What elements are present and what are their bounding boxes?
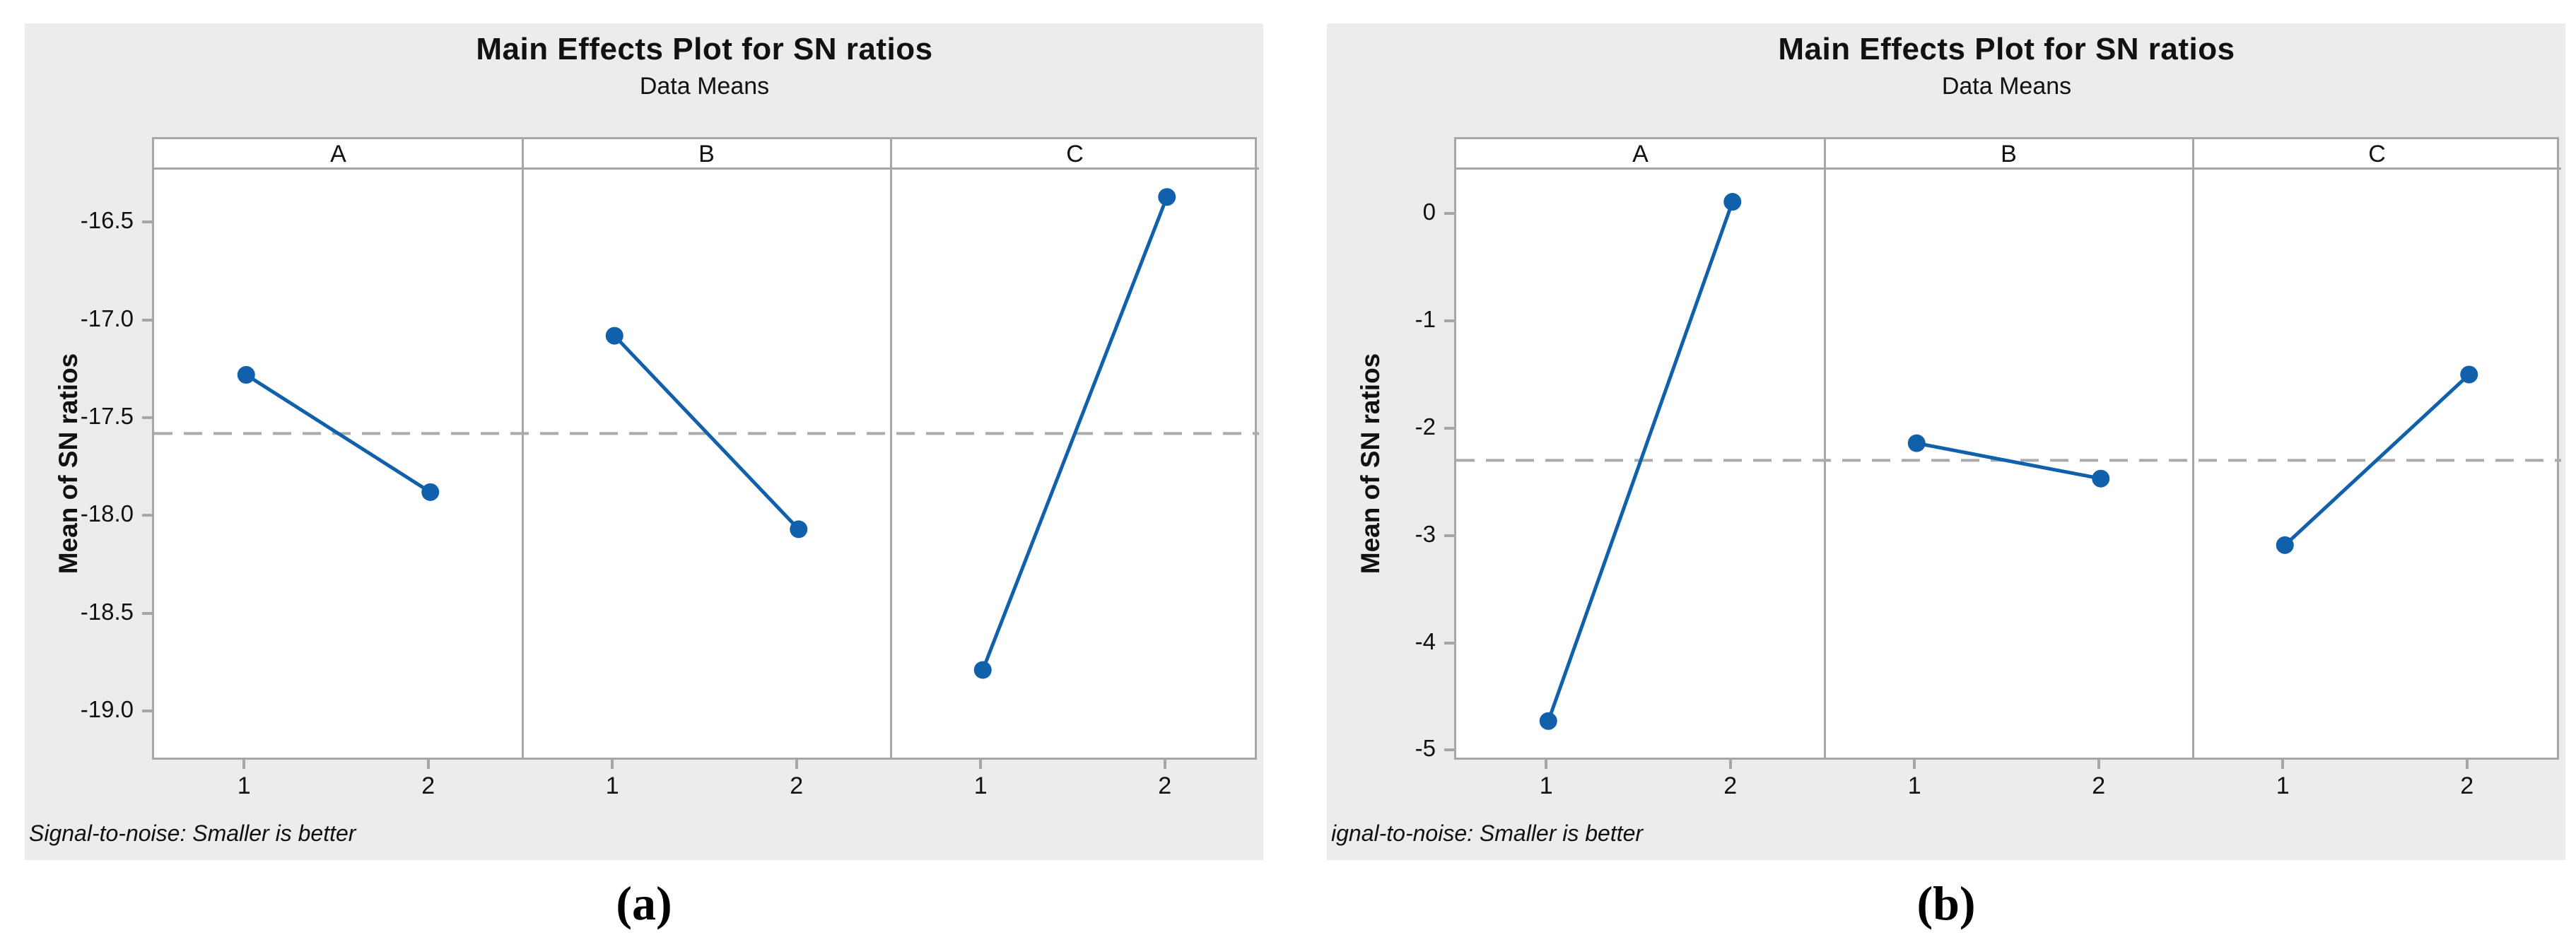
figure-b: Main Effects Plot for SN ratios Data Mea…	[1327, 23, 2565, 947]
figure-caption: (a)	[616, 876, 672, 930]
data-point-b2	[2092, 469, 2110, 488]
panel-header-c: C	[891, 139, 1259, 170]
panel-separator	[890, 139, 892, 758]
y-tick-mark	[1444, 534, 1454, 537]
y-tick-mark	[1444, 426, 1454, 430]
data-point-c2	[1158, 188, 1176, 206]
x-tick-mark	[1163, 760, 1166, 769]
y-tick-mark	[142, 416, 152, 419]
y-tick-label: -3	[1415, 520, 1436, 547]
y-tick-label: -4	[1415, 628, 1436, 654]
data-point-a1	[237, 365, 255, 384]
y-tick-label: -17.0	[80, 305, 134, 331]
y-tick-mark	[1444, 748, 1454, 752]
x-tick-mark	[795, 760, 798, 769]
x-tick-label: 1	[237, 772, 251, 799]
x-tick-label: 2	[1723, 772, 1738, 799]
y-tick-mark	[1444, 319, 1454, 323]
y-tick-mark	[142, 709, 152, 712]
series-line-b	[1916, 441, 2102, 481]
series-line-a	[245, 373, 432, 494]
x-tick-mark	[1545, 760, 1548, 769]
y-tick-label: -17.5	[80, 403, 134, 429]
chart-subtitle: Data Means	[639, 73, 770, 100]
x-tick-mark	[979, 760, 983, 769]
x-tick-mark	[2281, 760, 2285, 769]
x-tick-label: 1	[973, 772, 988, 799]
y-tick-mark	[142, 514, 152, 517]
x-tick-label: 1	[1907, 772, 1921, 799]
figure-a: Main Effects Plot for SN ratios Data Mea…	[25, 23, 1263, 947]
y-tick-label: -2	[1415, 413, 1436, 440]
x-tick-mark	[2097, 760, 2100, 769]
panel-header-b: B	[1825, 139, 2193, 170]
x-tick-label: 1	[1539, 772, 1553, 799]
data-point-c2	[2460, 365, 2478, 384]
y-tick-label: 0	[1422, 199, 1436, 225]
data-point-a2	[1723, 193, 1742, 211]
panel-separator	[2192, 139, 2194, 758]
x-tick-label: 1	[2276, 772, 2290, 799]
series-line-c	[980, 196, 1169, 671]
x-tick-mark	[426, 760, 430, 769]
x-tick-label: 1	[605, 772, 619, 799]
data-point-b1	[1907, 434, 1926, 452]
chart-title: Main Effects Plot for SN ratios	[1778, 32, 2235, 66]
chart-title: Main Effects Plot for SN ratios	[476, 32, 933, 66]
data-point-a2	[421, 483, 440, 501]
series-line-c	[2283, 373, 2471, 547]
panel-separator	[522, 139, 524, 758]
x-tick-mark	[1913, 760, 1916, 769]
panel-header-a: A	[1456, 139, 1825, 170]
x-tick-label: 2	[790, 772, 804, 799]
figure-caption: (b)	[1916, 876, 1976, 930]
y-tick-label: -5	[1415, 735, 1436, 762]
y-tick-label: -18.0	[80, 500, 134, 527]
x-tick-mark	[2465, 760, 2469, 769]
x-tick-label: 2	[2092, 772, 2106, 799]
data-point-b1	[605, 327, 623, 345]
plot-canvas	[1456, 193, 2561, 730]
series-line-a	[1546, 201, 1735, 722]
x-tick-label: 2	[2460, 772, 2474, 799]
y-tick-mark	[1444, 641, 1454, 645]
chart-area: Main Effects Plot for SN ratios Data Mea…	[1327, 23, 2565, 860]
x-tick-label: 2	[1158, 772, 1172, 799]
y-tick-mark	[142, 611, 152, 615]
data-point-a1	[1539, 712, 1557, 730]
y-tick-mark	[1444, 212, 1454, 216]
panel-separator	[1824, 139, 1826, 758]
x-tick-mark	[242, 760, 246, 769]
x-tick-label: 2	[421, 772, 435, 799]
data-point-b2	[790, 520, 808, 539]
panel-header-b: B	[522, 139, 891, 170]
y-tick-label: -16.5	[80, 207, 134, 234]
x-tick-mark	[611, 760, 614, 769]
panel-header-a: A	[154, 139, 522, 170]
data-point-c1	[973, 661, 992, 679]
chart-footnote: ignal-to-noise: Smaller is better	[1331, 820, 1644, 846]
y-tick-label: -1	[1415, 306, 1436, 333]
x-tick-mark	[1728, 760, 1732, 769]
series-line-b	[613, 334, 800, 531]
chart-area: Main Effects Plot for SN ratios Data Mea…	[25, 23, 1263, 860]
y-tick-mark	[142, 220, 152, 224]
y-tick-label: -18.5	[80, 598, 134, 625]
y-tick-mark	[142, 318, 152, 322]
data-point-c1	[2276, 536, 2294, 554]
chart-subtitle: Data Means	[1941, 73, 2072, 100]
panel-header-c: C	[2193, 139, 2561, 170]
y-tick-label: -19.0	[80, 695, 134, 722]
chart-footnote: Signal-to-noise: Smaller is better	[29, 820, 356, 846]
plot-canvas	[154, 188, 1259, 679]
y-axis-label: Mean of SN ratios	[54, 353, 83, 575]
